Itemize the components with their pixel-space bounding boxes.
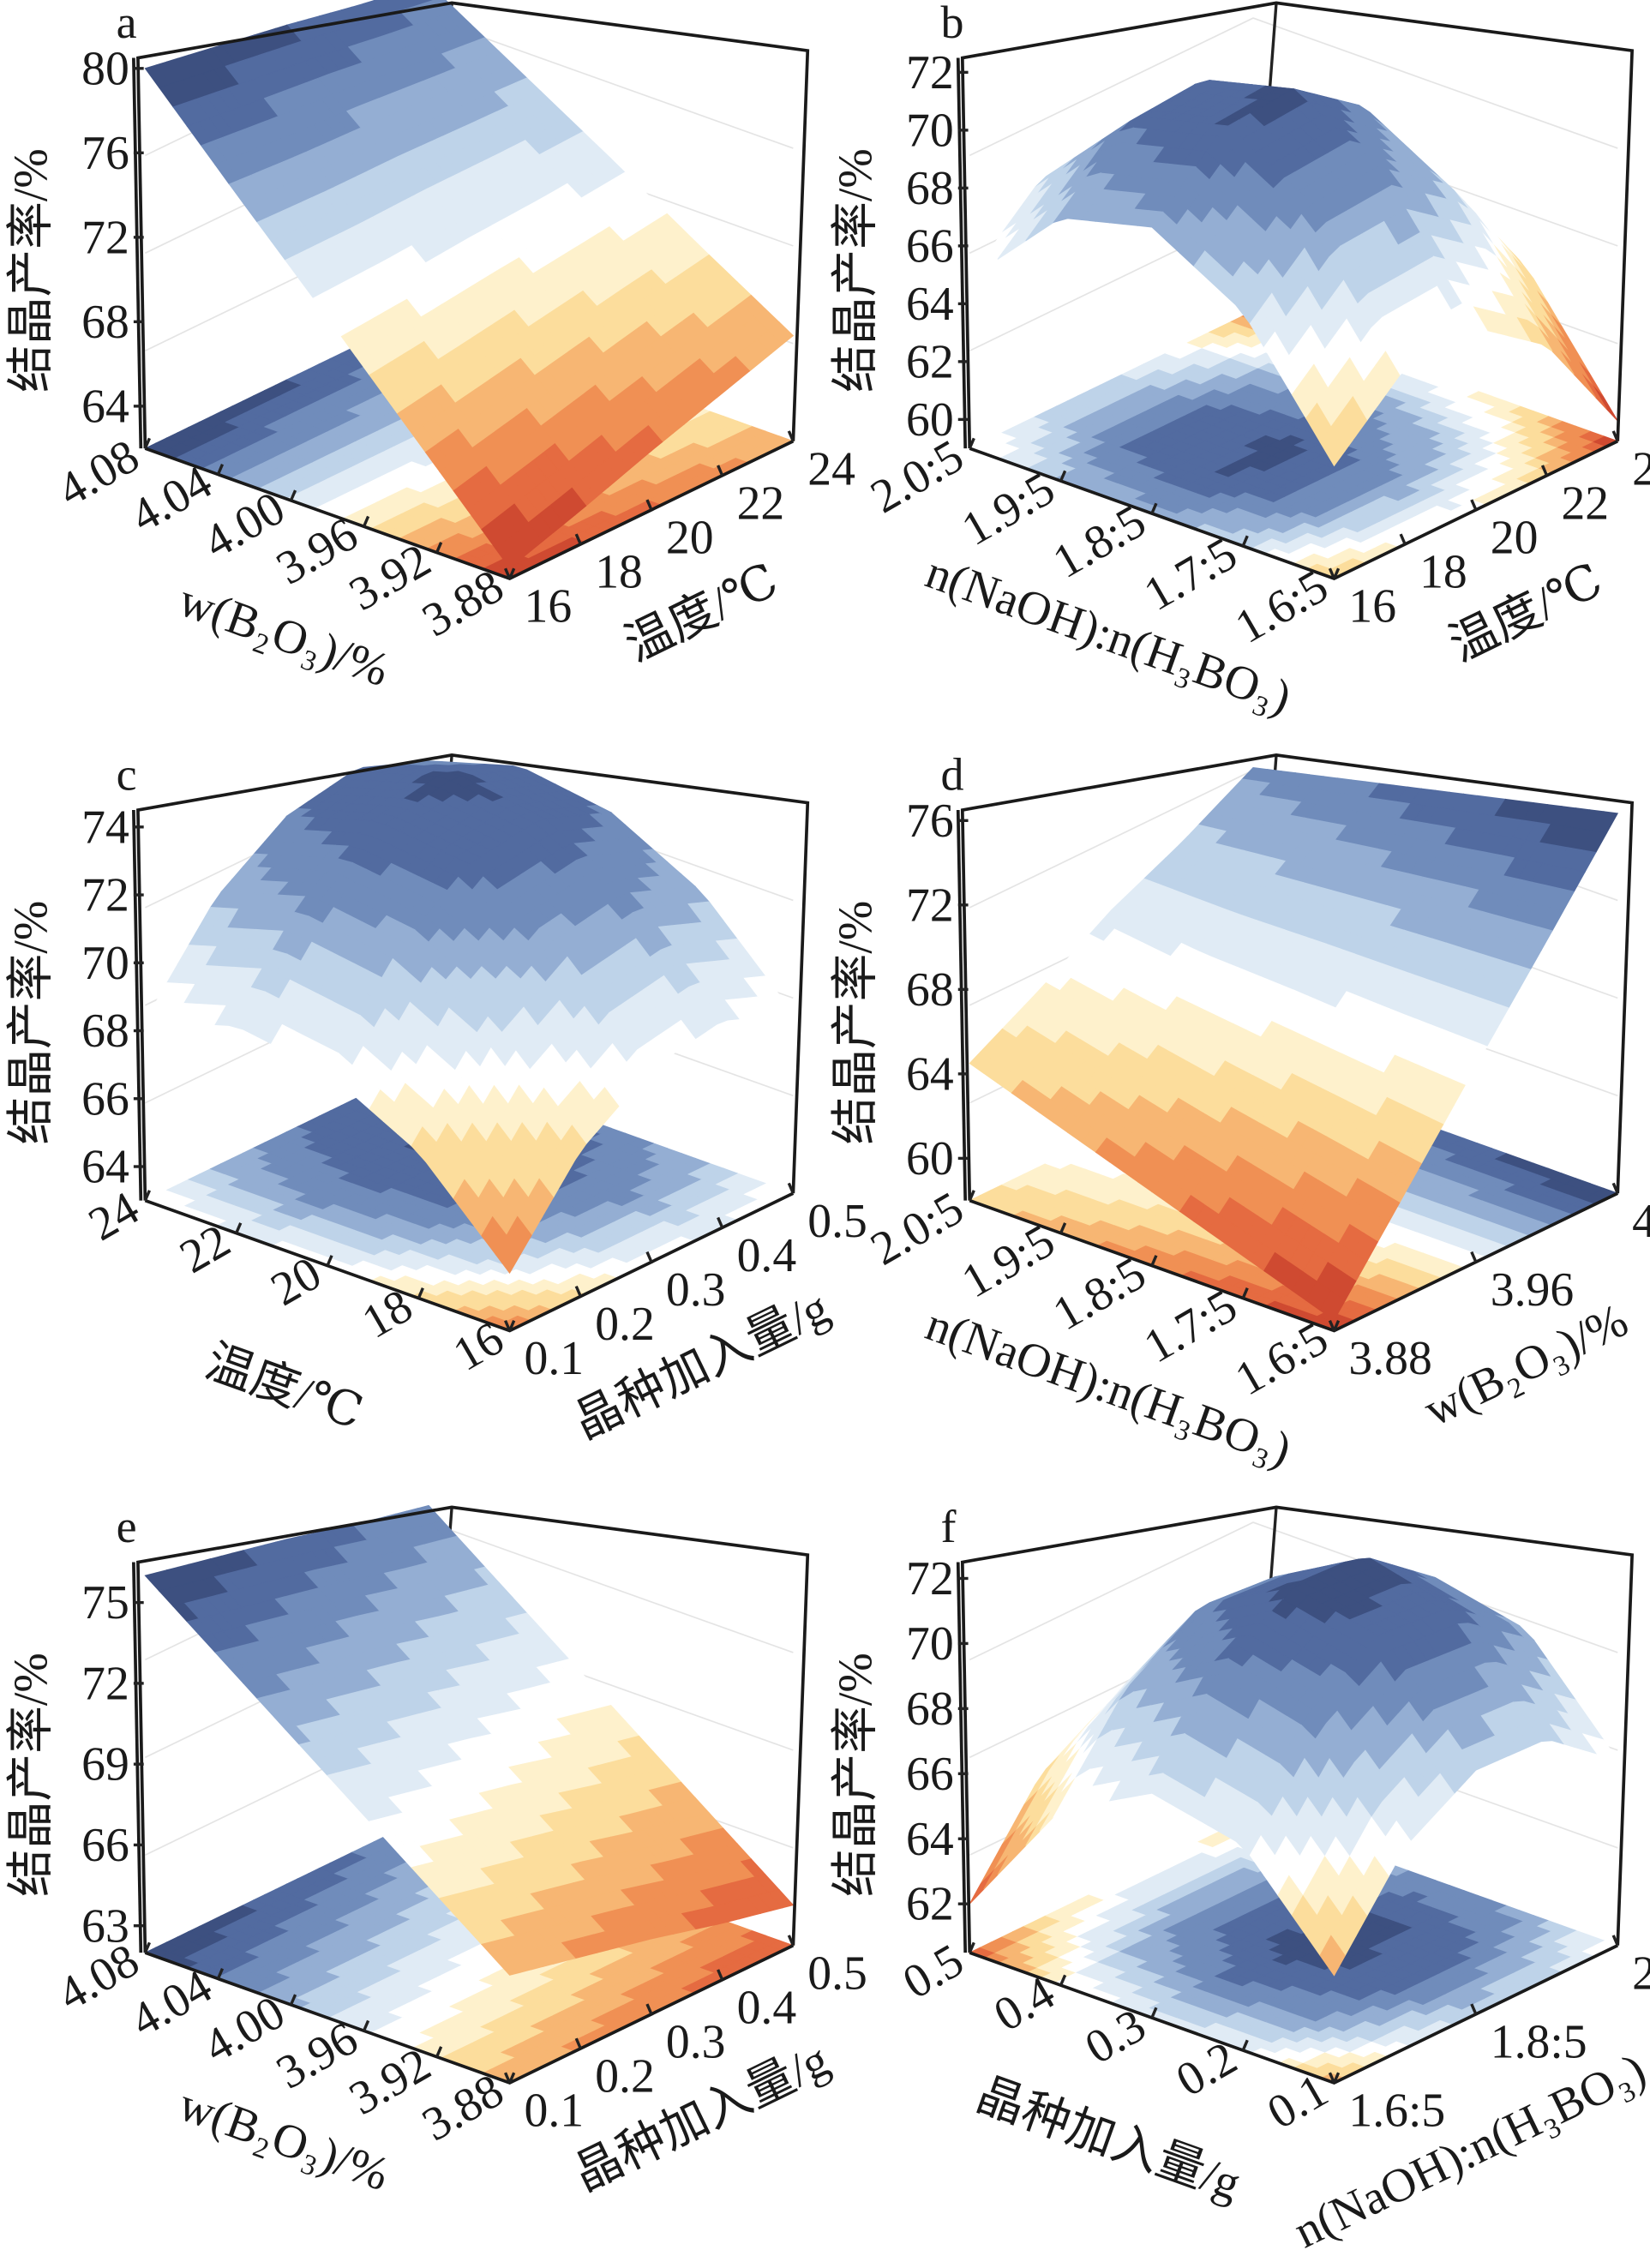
z-tick-label: 70 <box>906 104 954 157</box>
right-axis-tick-label: 24 <box>807 442 855 495</box>
response-surface <box>144 0 795 569</box>
right-axis-tick-label: 18 <box>595 546 643 599</box>
panel-label: c <box>117 748 137 800</box>
z-tick-label: 76 <box>81 127 129 180</box>
z-axis-title: 结晶产率/% <box>830 148 883 393</box>
right-axis-tick-label: 22 <box>1561 477 1609 530</box>
z-tick-label: 62 <box>906 335 954 388</box>
right-axis-tick-label: 0.1 <box>525 1332 585 1385</box>
z-tick-label: 68 <box>81 1005 129 1058</box>
z-tick-label: 72 <box>906 46 954 99</box>
right-axis-tick-label: 0.5 <box>807 1195 867 1248</box>
right-axis-tick-label: 0.2 <box>595 1298 655 1351</box>
z-tick-label: 80 <box>81 42 129 95</box>
right-axis-tick-label: 0.4 <box>737 1229 797 1282</box>
right-axis-tick-label: 24 <box>1632 442 1650 495</box>
right-axis-tick-label: 16 <box>525 580 573 633</box>
surface-cell <box>1581 373 1607 410</box>
z-tick-label: 72 <box>81 869 129 922</box>
left-axis-title: 温度/℃ <box>199 1335 369 1439</box>
right-axis-tick-label: 0.3 <box>666 1263 726 1317</box>
right-axis-tick-label: 20 <box>1491 511 1539 564</box>
panel-label: b <box>941 0 964 48</box>
surface-cell <box>1592 385 1618 422</box>
right-axis-tick-label: 22 <box>737 477 785 530</box>
panel-label: a <box>117 0 137 48</box>
z-tick-label: 68 <box>906 162 954 215</box>
z-tick-label: 64 <box>906 278 954 331</box>
z-tick-label: 72 <box>81 211 129 264</box>
right-axis-tick-label: 16 <box>1348 580 1396 633</box>
z-tick-label: 66 <box>906 219 954 273</box>
z-axis-title: 结晶产率/% <box>5 901 58 1145</box>
z-tick-label: 70 <box>81 937 129 990</box>
right-axis-tick-label: 18 <box>1419 546 1467 599</box>
z-tick-label: 66 <box>81 1072 129 1125</box>
z-tick-label: 74 <box>81 801 129 854</box>
z-tick-label: 64 <box>81 380 129 433</box>
right-axis-tick-label: 20 <box>666 511 714 564</box>
z-axis-title: 结晶产率/% <box>5 148 58 393</box>
z-tick-label: 68 <box>81 296 129 349</box>
